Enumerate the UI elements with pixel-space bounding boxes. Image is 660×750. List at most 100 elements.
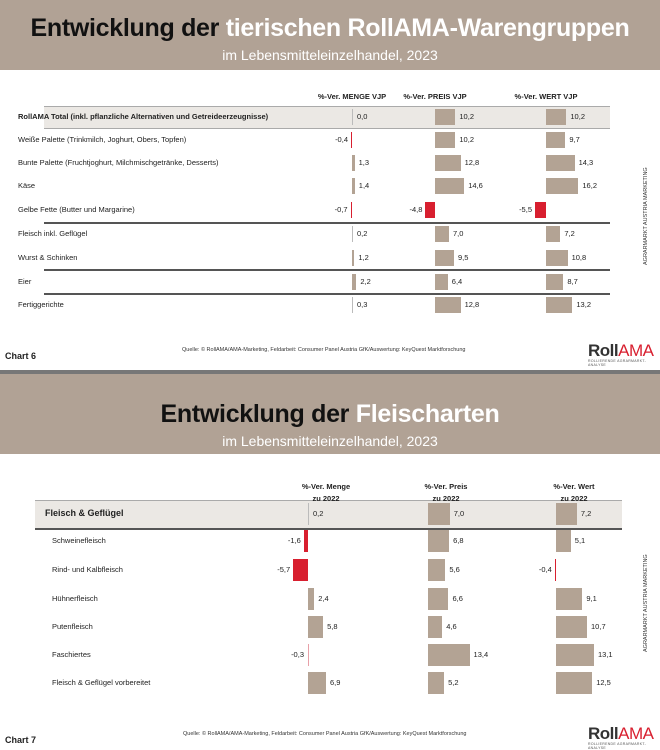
bar xyxy=(352,178,355,194)
data-label: 9,7 xyxy=(569,135,580,144)
data-label: 13,1 xyxy=(597,650,613,659)
bar xyxy=(546,178,579,194)
column-header-text: %-Ver. Menge xyxy=(301,482,351,491)
category-label: Putenfleisch xyxy=(52,622,93,631)
row-divider xyxy=(44,269,610,271)
category-label: Fleisch & Geflügel xyxy=(45,508,124,518)
category-label: Faschiertes xyxy=(52,650,91,659)
rollama-logo-2: RollAMA ROLLIERENDE AGRARMARKT-ANALYSE xyxy=(588,724,654,750)
bar xyxy=(435,250,454,266)
data-label: 2,4 xyxy=(318,594,329,603)
bar xyxy=(535,202,546,218)
bar xyxy=(546,226,561,242)
bar xyxy=(308,588,315,610)
data-label: 14,6 xyxy=(468,181,483,190)
rollama-logo: RollAMA ROLLIERENDE AGRARMARKT-ANALYSE xyxy=(588,341,654,367)
data-label: -5,7 xyxy=(277,565,291,574)
zero-axis-tick xyxy=(352,297,353,313)
data-label: 13,2 xyxy=(576,300,591,309)
column-header-text: %-Ver. Wert xyxy=(553,482,595,491)
column-header: %-Ver. Menge zu 2022 xyxy=(266,481,386,505)
bar xyxy=(435,178,465,194)
bar xyxy=(428,672,445,694)
data-label: 16,2 xyxy=(582,181,597,190)
bar xyxy=(556,530,571,552)
data-label: 12,8 xyxy=(464,158,480,167)
data-label: -0,7 xyxy=(334,205,348,214)
bar xyxy=(293,559,308,581)
category-label: RollAMA Total (inkl. pflanzliche Alterna… xyxy=(18,112,269,121)
bar xyxy=(308,616,324,638)
side-text: AGRARMARKT AUSTRIA MARKETING xyxy=(643,167,649,265)
column-header: %-Ver. PREIS VJP xyxy=(375,91,495,103)
category-label: Fleisch & Geflügel vorbereitet xyxy=(52,678,151,687)
data-label: -1,6 xyxy=(287,536,301,545)
data-label: 4,6 xyxy=(446,622,457,631)
side-text-2: AGRARMARKT AUSTRIA MARKETING xyxy=(643,554,649,652)
bar xyxy=(425,202,435,218)
highlight-row-bg xyxy=(35,500,622,528)
category-label: Wurst & Schinken xyxy=(18,253,78,262)
row-divider xyxy=(35,528,622,530)
bar xyxy=(352,250,355,266)
bar xyxy=(556,672,593,694)
bar xyxy=(556,503,577,525)
data-label: 7,0 xyxy=(453,509,465,518)
data-label: 0,0 xyxy=(357,112,368,121)
data-label: 7,2 xyxy=(564,229,575,238)
category-label: Weiße Palette (Trinkmilch, Joghurt, Ober… xyxy=(18,135,187,144)
bar xyxy=(546,132,566,148)
category-label: Eier xyxy=(18,277,32,286)
bar xyxy=(428,530,450,552)
row-divider xyxy=(44,293,610,295)
data-label: 5,2 xyxy=(448,678,459,687)
separator xyxy=(0,370,660,374)
column-header-text: %-Ver. WERT VJP xyxy=(514,92,578,101)
category-label: Rind- und Kalbfleisch xyxy=(52,565,123,574)
chart6-label: Chart 6 xyxy=(5,351,37,361)
data-label: 2,2 xyxy=(360,277,371,286)
bar xyxy=(546,250,568,266)
category-label: Hühnerfleisch xyxy=(52,594,98,603)
category-label: Gelbe Fette (Butter und Margarine) xyxy=(18,205,135,214)
bar xyxy=(350,202,352,218)
data-label: 1,3 xyxy=(358,158,370,167)
bar xyxy=(428,588,449,610)
zero-axis-tick xyxy=(352,109,353,125)
chart7-subtitle: im Lebensmitteleinzelhandel, 2023 xyxy=(222,433,438,449)
data-label: 10,2 xyxy=(459,135,474,144)
column-header-text: %-Ver. MENGE VJP xyxy=(317,92,387,101)
bar xyxy=(435,155,461,171)
data-label: 0,3 xyxy=(357,300,368,309)
data-label: 14,3 xyxy=(578,158,594,167)
data-label: 5,8 xyxy=(327,622,338,631)
zero-axis-tick xyxy=(308,644,309,666)
bar xyxy=(435,226,449,242)
bar xyxy=(435,109,456,125)
column-header: %-Ver. Preis zu 2022 xyxy=(386,481,506,505)
chart6-source: Quelle: © RollAMA/AMA-Marketing, Feldarb… xyxy=(182,347,466,353)
data-label: 7,2 xyxy=(580,509,592,518)
chart6-title: Entwicklung der tierischen RollAMA-Waren… xyxy=(30,14,630,42)
bar xyxy=(556,644,594,666)
bar xyxy=(428,559,446,581)
highlight-row-bg xyxy=(44,106,610,128)
data-label: 7,0 xyxy=(453,229,464,238)
zero-axis-tick xyxy=(352,226,353,242)
column-header: %-Ver. Wert zu 2022 xyxy=(514,481,634,505)
bar xyxy=(428,616,443,638)
chart6-subtitle: im Lebensmitteleinzelhandel, 2023 xyxy=(222,47,438,63)
column-header-text: %-Ver. PREIS VJP xyxy=(403,92,467,101)
chart7-source: Quelle: © RollAMA/AMA-Marketing, Feldarb… xyxy=(183,731,467,737)
data-label: 10,2 xyxy=(570,112,585,121)
data-label: 0,2 xyxy=(357,229,368,238)
data-label: 10,2 xyxy=(459,112,474,121)
zero-axis-tick xyxy=(308,503,309,525)
data-label: 12,5 xyxy=(596,678,611,687)
data-label: 13,4 xyxy=(473,650,489,659)
bar xyxy=(352,274,357,290)
row-divider xyxy=(44,222,610,224)
category-label: Fleisch inkl. Geflügel xyxy=(18,229,88,238)
data-label: 0,2 xyxy=(313,509,324,518)
data-label: -5,5 xyxy=(519,205,532,214)
